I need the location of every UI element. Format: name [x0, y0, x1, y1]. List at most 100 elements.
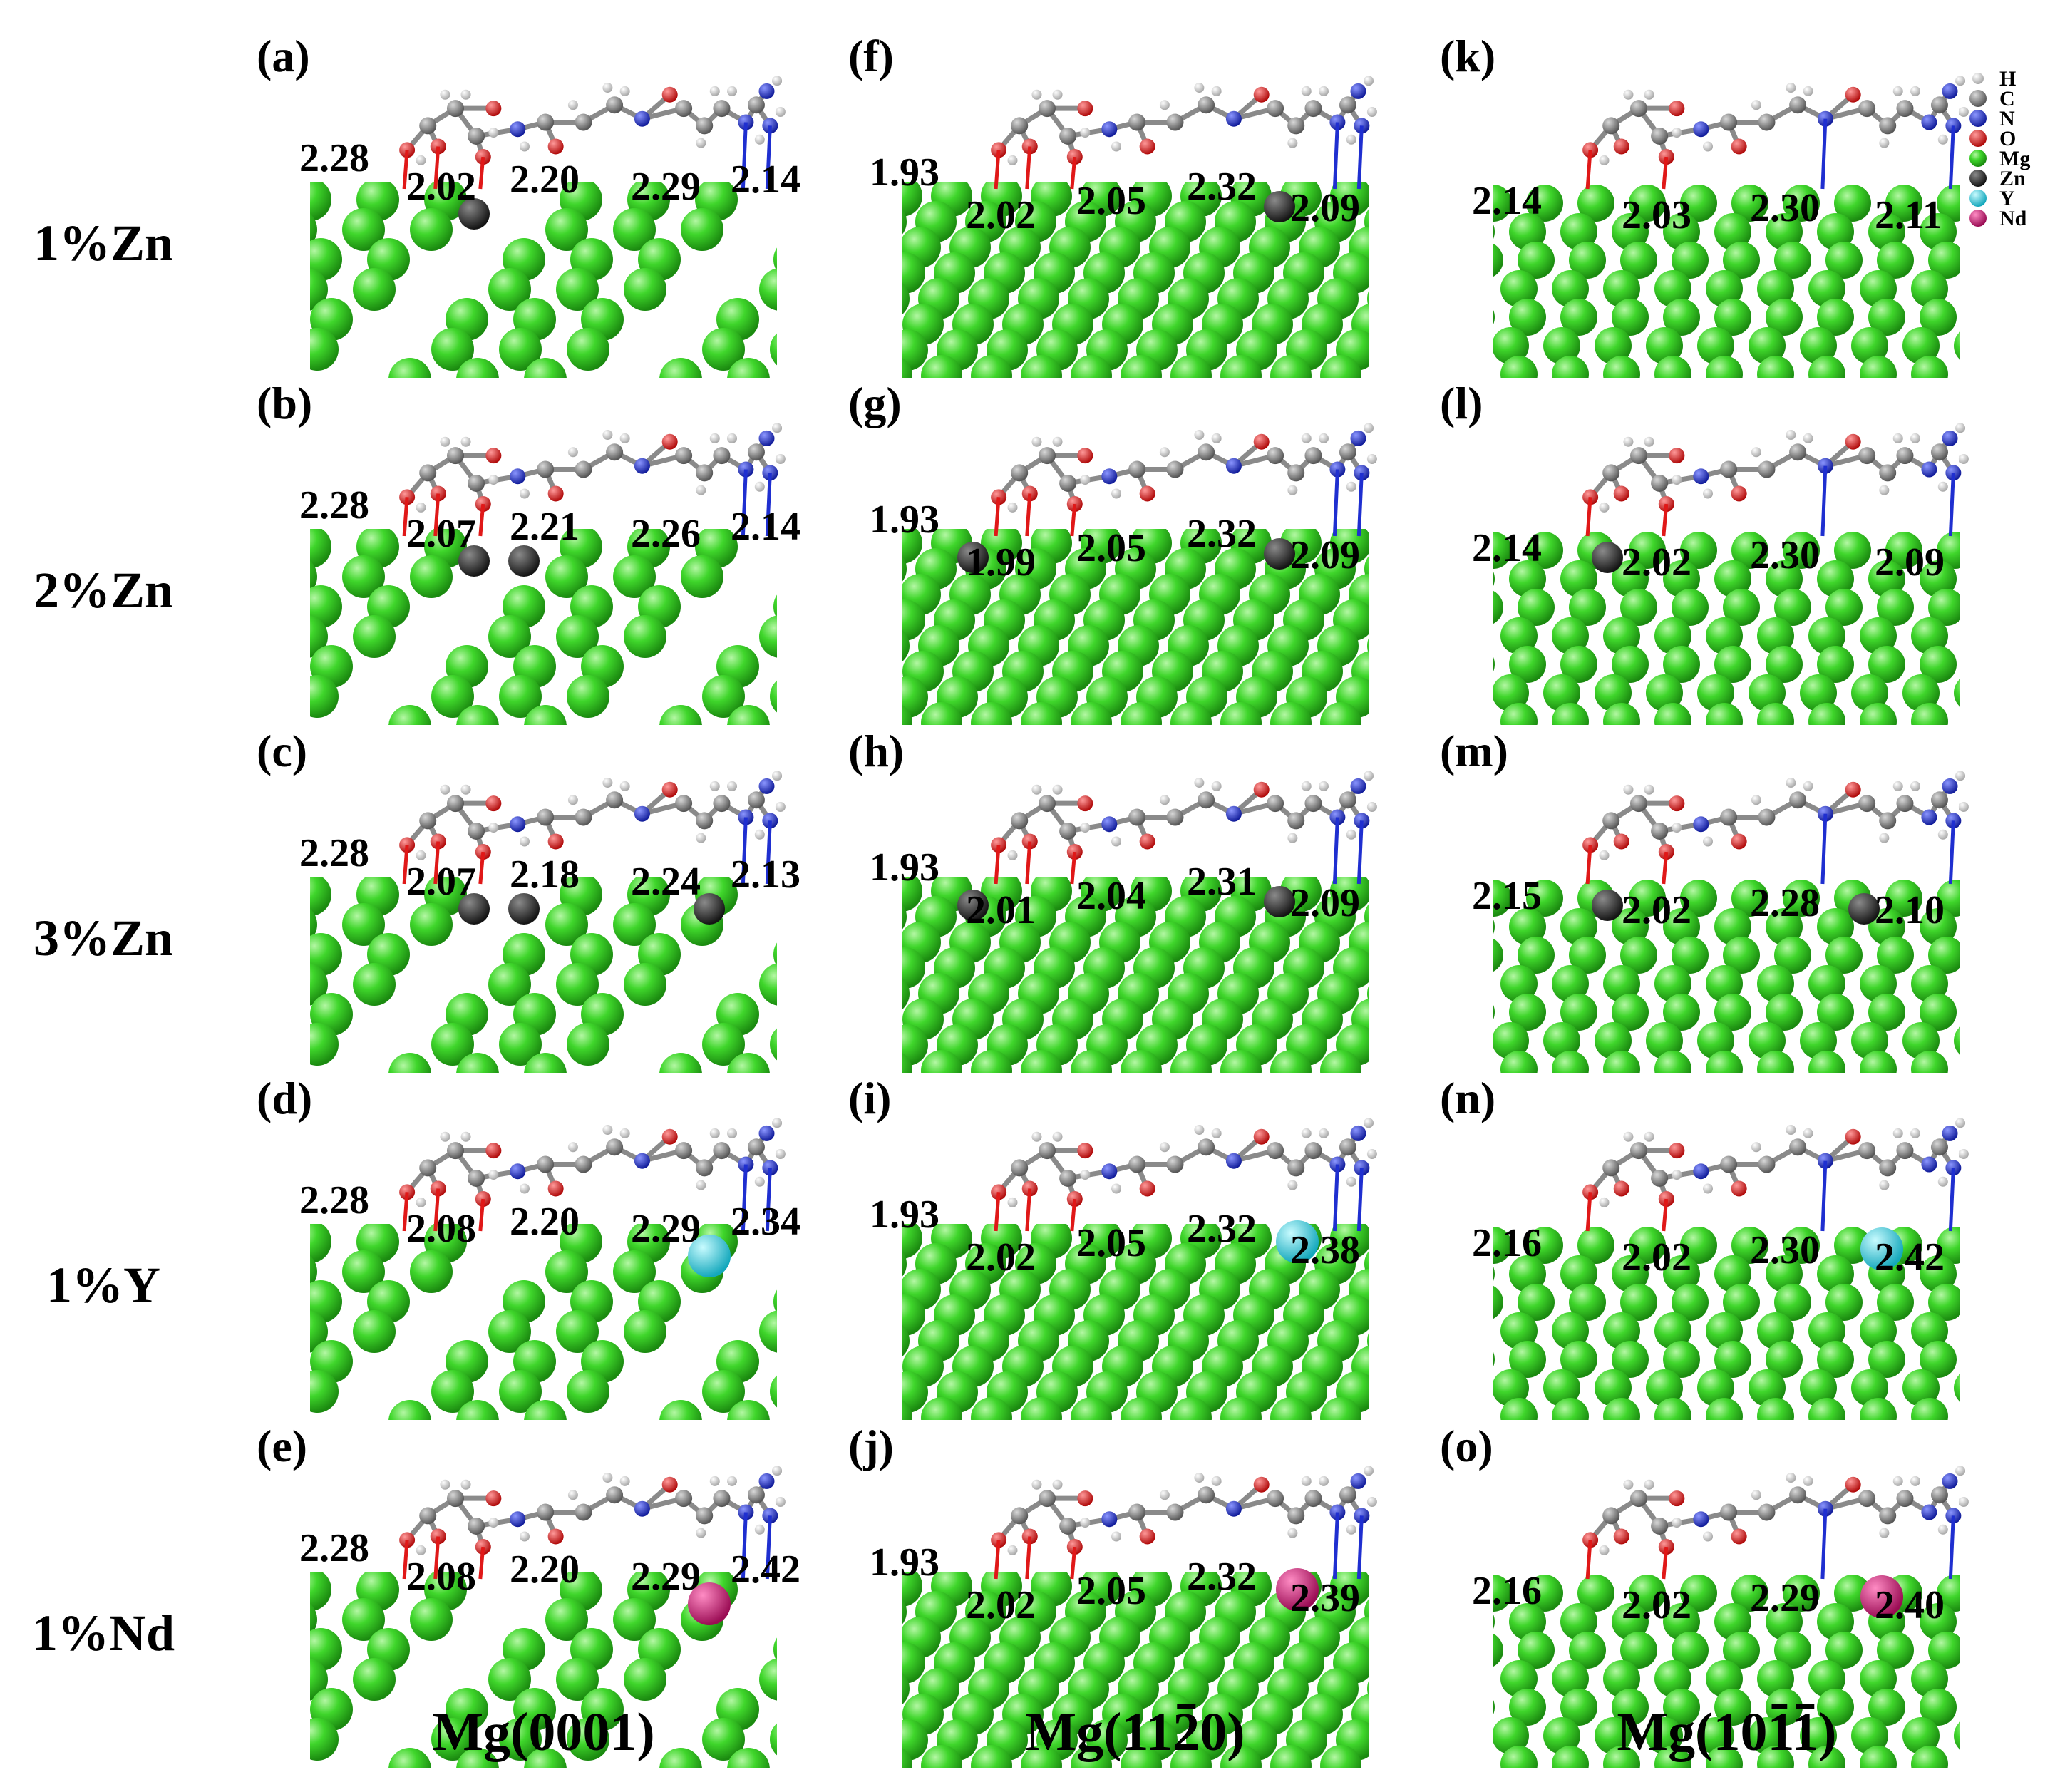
bond-distance-label: 2.20 [510, 1200, 580, 1244]
svg-text:Mg(1120): Mg(1120) [1025, 1702, 1245, 1762]
bond-distance-label: 2.16 [1472, 1569, 1542, 1613]
row-label-dopant: 2%Zn [34, 562, 173, 619]
dopant-nd-atom [1276, 1568, 1319, 1611]
bond-distance-label: 2.02 [966, 1583, 1036, 1627]
bond-distance-label: 2.05 [1076, 1221, 1146, 1265]
legend-swatch [1972, 73, 1984, 84]
dopant-nd-atom [1860, 1575, 1903, 1618]
dopant-zn-atom [508, 545, 540, 577]
panel-o: (o) 2.16 2.02 2.29 2.40 [1440, 1421, 1969, 1768]
panel-letter: (h) [848, 726, 904, 776]
dopant-y-atom [1860, 1227, 1903, 1270]
dopant-zn-atom [508, 893, 540, 925]
dopant-zn-atom [957, 890, 989, 921]
bond-distance-label: 2.13 [731, 853, 800, 897]
bond-distance-label: 2.39 [1290, 1576, 1360, 1620]
legend-item-c: C [1969, 87, 2015, 110]
svg-text:Mg(1011): Mg(1011) [1617, 1702, 1836, 1762]
legend-label: Mg [1999, 147, 2030, 170]
panel-d: (d) 2.28 2.08 2.20 2.29 2.34 [257, 1073, 800, 1420]
panel-letter: (k) [1440, 31, 1495, 81]
bond-distance-label: 2.42 [731, 1548, 800, 1592]
bond-distance-label: 1.93 [870, 150, 939, 195]
bond-distance-label: 2.29 [631, 165, 701, 209]
panel-letter: (m) [1440, 726, 1508, 776]
dopant-zn-atom [1264, 538, 1295, 570]
bond-distance-label: 2.09 [1290, 186, 1360, 230]
legend-label: H [1999, 67, 2016, 91]
bond-distance-label: 2.20 [510, 158, 580, 202]
panel-m: (m) 2.15 2.02 2.28 2.10 [1440, 726, 1969, 1073]
bond-distance-label: 2.32 [1187, 512, 1257, 556]
bond-distance-label: 2.11 [1875, 193, 1942, 237]
bond-distance-label: 2.02 [406, 165, 476, 209]
legend-label: Y [1999, 187, 2015, 210]
legend-item-y: Y [1969, 187, 2015, 210]
panel-h: (h) 1.93 2.01 2.04 2.31 2.09 [848, 726, 1377, 1073]
dopant-nd-atom [688, 1582, 731, 1625]
bond-distance-label: 2.07 [406, 860, 476, 904]
legend-item-nd: Nd [1969, 207, 2027, 230]
bond-distance-label: 2.14 [731, 158, 800, 202]
bond-distance-label: 2.28 [1750, 881, 1820, 925]
dopant-y-atom [1276, 1220, 1319, 1263]
dopant-zn-atom [1592, 542, 1623, 573]
bond-distance-label: 2.15 [1472, 874, 1542, 918]
panel-c: (c) 2.28 2.07 2.18 2.24 2.13 [257, 726, 800, 1073]
bond-distance-label: 2.05 [1076, 526, 1146, 570]
legend-label: O [1999, 127, 2016, 150]
column-title-surface: Mg(0001) [432, 1702, 654, 1762]
bond-distance-label: 2.26 [631, 512, 701, 556]
dopant-zn-atom [458, 545, 490, 577]
panel-letter: (b) [257, 378, 312, 428]
legend-swatch [1969, 130, 1987, 147]
bond-distance-label: 2.09 [1875, 540, 1945, 585]
dopant-zn-atom [957, 542, 989, 573]
bond-distance-label: 2.21 [510, 505, 580, 549]
legend-label: Nd [1999, 207, 2027, 230]
bond-distance-label: 2.04 [1076, 874, 1146, 918]
bond-distance-label: 2.30 [1750, 533, 1820, 577]
dopant-zn-atom [458, 198, 490, 230]
dopant-zn-atom [694, 893, 725, 925]
legend-swatch [1969, 210, 1987, 227]
panel-i: (i) 1.93 2.02 2.05 2.32 2.38 [848, 1073, 1377, 1420]
bond-distance-label: 2.02 [1622, 1235, 1691, 1279]
bond-distance-label: 2.34 [731, 1200, 800, 1244]
panel-g: (g) 1.93 1.99 2.05 2.32 2.09 [848, 378, 1377, 725]
panel-letter: (j) [848, 1421, 894, 1471]
panel-letter: (i) [848, 1073, 891, 1123]
bond-distance-label: 1.93 [870, 1193, 939, 1237]
bond-distance-label: 2.31 [1187, 860, 1257, 904]
bond-distance-label: 2.24 [631, 860, 701, 904]
bond-distance-label: 2.05 [1076, 179, 1146, 223]
bond-distance-label: 2.14 [731, 505, 800, 549]
panel-letter: (g) [848, 378, 902, 428]
panel-a: (a) 2.28 2.02 2.20 2.29 2.14 [257, 31, 800, 378]
bond-distance-label: 2.02 [1622, 540, 1691, 585]
bond-distance-label: 2.14 [1472, 179, 1542, 223]
bond-distance-label: 2.28 [299, 1178, 369, 1222]
bond-distance-label: 2.28 [299, 1526, 369, 1570]
dopant-zn-atom [1592, 890, 1623, 921]
bond-distance-label: 2.28 [299, 136, 369, 180]
bond-distance-label: 2.07 [406, 512, 476, 556]
bond-distance-label: 2.32 [1187, 1207, 1257, 1251]
legend-item-mg: Mg [1969, 147, 2030, 170]
bond-distance-label: 2.30 [1750, 186, 1820, 230]
panel-letter: (n) [1440, 1073, 1495, 1123]
panel-b: (b) 2.28 2.07 2.21 2.26 2.14 [257, 378, 800, 725]
legend-item-o: O [1969, 127, 2016, 150]
bond-distance-label: 2.20 [510, 1548, 580, 1592]
panel-n: (n) 2.16 2.02 2.30 2.42 [1440, 1073, 1969, 1420]
bond-distance-label: 2.29 [1750, 1576, 1820, 1620]
bond-distance-label: 2.28 [299, 831, 369, 875]
column-title-surface: Mg(1120) [1025, 1702, 1245, 1762]
panel-letter: (f) [848, 31, 894, 81]
panel-letter: (l) [1440, 378, 1483, 428]
svg-text:Mg(0001): Mg(0001) [432, 1702, 654, 1762]
dopant-zn-atom [1264, 886, 1295, 917]
row-label-dopant: 3%Zn [34, 910, 173, 967]
panel-letter: (a) [257, 31, 310, 81]
